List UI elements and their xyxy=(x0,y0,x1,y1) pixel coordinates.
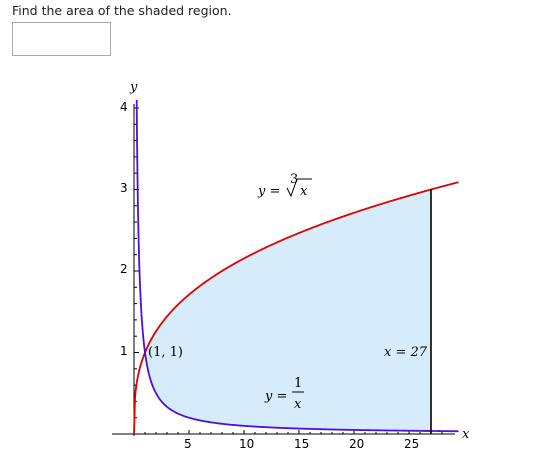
shaded-region xyxy=(145,189,431,431)
cube-root-equation-label: y = 3 x xyxy=(257,172,312,199)
y-tick-label-4: 4 xyxy=(120,100,128,114)
y-tick-label-3: 3 xyxy=(120,181,128,195)
vertical-line-label: x = 27 xyxy=(384,345,428,360)
radical-sign-icon xyxy=(286,178,312,198)
reciprocal-curve xyxy=(135,99,459,433)
x-tick-label-20: 20 xyxy=(349,437,364,451)
x-tick-label-10: 10 xyxy=(239,437,254,451)
y-tick-label-2: 2 xyxy=(120,262,128,276)
y-axis-label: y xyxy=(129,80,138,95)
reciprocal-lhs: y = xyxy=(264,389,287,404)
question-text: Find the area of the shaded region. xyxy=(12,3,232,18)
reciprocal-numerator: 1 xyxy=(294,376,302,391)
reciprocal-denominator: x xyxy=(294,397,302,412)
x-tick-label-5: 5 xyxy=(184,437,192,451)
x-tick-label-25: 25 xyxy=(404,437,419,451)
cube-root-index: 3 xyxy=(290,172,298,187)
cube-root-curve xyxy=(133,181,459,435)
y-tick-label-1: 1 xyxy=(120,344,128,358)
cube-root-radicand: x xyxy=(300,184,308,199)
x-axis-label: x xyxy=(462,427,470,442)
cube-root-lhs: y = xyxy=(257,184,280,199)
x-tick-label-15: 15 xyxy=(294,437,309,451)
answer-input[interactable] xyxy=(12,22,111,56)
reciprocal-equation-label: y = 1 x xyxy=(264,376,304,412)
intersection-point-label: (1, 1) xyxy=(148,345,183,360)
